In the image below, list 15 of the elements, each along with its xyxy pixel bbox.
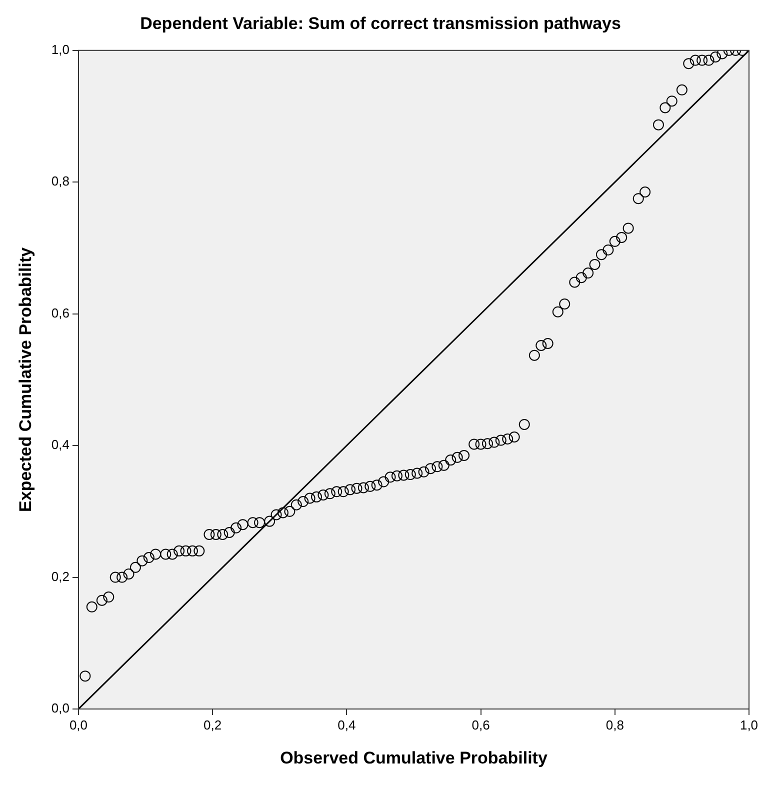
y-tick-label: 0,4	[51, 437, 70, 452]
x-tick-label: 0,2	[204, 717, 222, 732]
y-tick-label: 0,8	[51, 174, 70, 189]
x-tick-label: 1,0	[740, 717, 758, 732]
y-tick-label: 1,0	[51, 42, 70, 57]
x-tick-label: 0,0	[69, 717, 88, 732]
x-tick-label: 0,6	[472, 717, 490, 732]
y-tick-label: 0,6	[51, 305, 70, 320]
y-axis-title: Expected Cumulative Probability	[16, 246, 35, 512]
chart-title: Dependent Variable: Sum of correct transmission pathways	[140, 14, 621, 33]
y-tick-label: 0,2	[51, 568, 70, 584]
x-tick-label: 0,8	[606, 717, 624, 732]
x-axis-title: Observed Cumulative Probability	[280, 748, 548, 768]
y-tick-label: 0,0	[51, 700, 70, 716]
x-tick-label: 0,4	[338, 717, 356, 732]
